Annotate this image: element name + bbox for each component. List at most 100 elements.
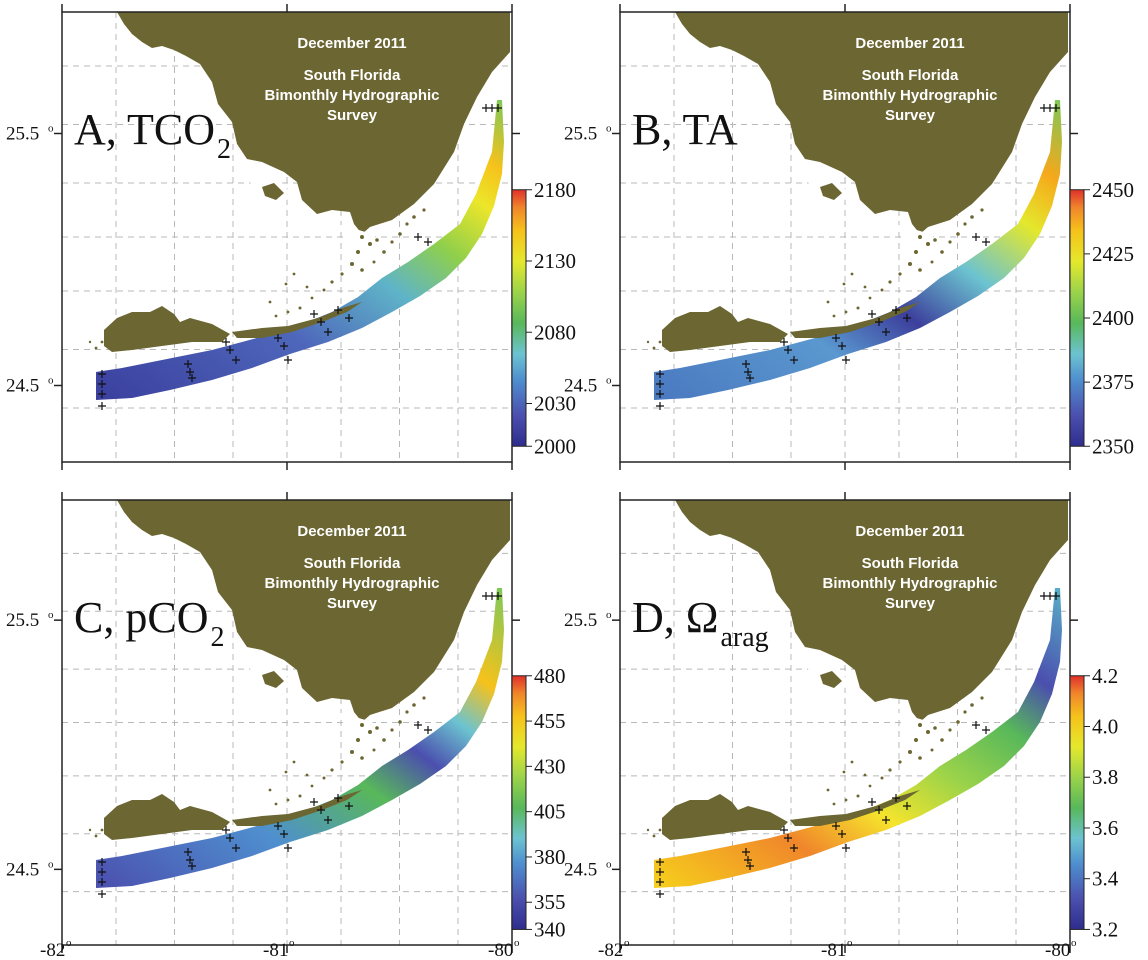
colorbar-d: 4.2 4.0 3.8 3.6 3.4 3.2 bbox=[1069, 664, 1119, 941]
colorbar-a: 2180 2130 2080 2030 2000 bbox=[511, 178, 576, 458]
y-tick-24-5: 24.5 bbox=[6, 376, 39, 397]
panel-label-c: C, pCO bbox=[74, 593, 208, 642]
colorbar-gradient bbox=[511, 189, 527, 447]
survey-line2: South Florida bbox=[304, 555, 401, 572]
colorbar-tick-label: 430 bbox=[534, 754, 566, 778]
colorbar-tick-label: 2400 bbox=[1092, 306, 1134, 330]
colorbar-tick-label: 405 bbox=[534, 800, 566, 824]
colorbar-tick-label: 2180 bbox=[534, 178, 576, 202]
x-axis-left: -82 -81 -80 bbox=[40, 940, 513, 960]
panel-label-subscript: 2 bbox=[217, 134, 231, 165]
x-tick-left-80: -80 bbox=[488, 940, 513, 960]
y-axis-labels: 25.5 o 24.5 o bbox=[6, 123, 54, 397]
x-degree-marks: o o o o o o bbox=[66, 937, 1077, 949]
panel-label-subscript: 2 bbox=[210, 622, 224, 653]
degree-mark: o bbox=[66, 937, 72, 949]
survey-caption: December 2011 South Florida Bimonthly Hydr… bbox=[822, 35, 997, 124]
colorbar-tick-label: 2375 bbox=[1092, 370, 1134, 394]
colorbar-tick-label: 455 bbox=[534, 709, 566, 733]
colorbar-gradient bbox=[1069, 189, 1085, 447]
degree-mark: o bbox=[48, 858, 54, 870]
degree-mark: o bbox=[606, 375, 612, 387]
x-tick-right-81: -81 bbox=[821, 940, 846, 960]
survey-line1: December 2011 bbox=[297, 523, 406, 540]
survey-line1: December 2011 bbox=[297, 35, 406, 52]
degree-mark: o bbox=[624, 937, 630, 949]
survey-line4: Survey bbox=[885, 595, 936, 612]
y-tick-25-5: 25.5 bbox=[6, 610, 39, 631]
colorbar-tick-label: 340 bbox=[534, 917, 566, 941]
survey-line4: Survey bbox=[327, 595, 378, 612]
y-axis-labels: 25.5 o 24.5 o bbox=[6, 609, 54, 880]
colorbar-b: 2450 2425 2400 2375 2350 bbox=[1069, 178, 1134, 458]
colorbar-tick-label: 4.2 bbox=[1092, 664, 1118, 688]
colorbar-tick-label: 2000 bbox=[534, 434, 576, 458]
panel-label-subscript: arag bbox=[720, 622, 768, 653]
y-tick-25-5: 25.5 bbox=[564, 610, 597, 631]
frame-ticks bbox=[54, 4, 520, 470]
survey-line4: Survey bbox=[327, 107, 378, 124]
colorbar-c: 480 455 430 405 380 355 340 bbox=[511, 664, 566, 941]
degree-mark: o bbox=[48, 375, 54, 387]
x-tick-left-81: -81 bbox=[263, 940, 288, 960]
survey-line1: December 2011 bbox=[855, 35, 964, 52]
x-tick-left-82: -82 bbox=[40, 940, 65, 960]
colorbar-tick-label: 3.2 bbox=[1092, 917, 1118, 941]
colorbar-tick-label: 4.0 bbox=[1092, 715, 1118, 739]
contour-field bbox=[96, 588, 504, 888]
panel-label-b: B, TA bbox=[632, 105, 738, 154]
colorbar-tick-label: 380 bbox=[534, 845, 566, 869]
panels-container: December 2011 South Florida Bimonthly Hydr… bbox=[6, 4, 1134, 953]
survey-caption: December 2011 South Florida Bimonthly Hydr… bbox=[264, 523, 439, 612]
colorbar-tick-label: 3.4 bbox=[1092, 867, 1119, 891]
florida-landmass bbox=[662, 500, 1068, 840]
survey-line2: South Florida bbox=[304, 67, 401, 84]
degree-mark: o bbox=[606, 858, 612, 870]
colorbar-gradient bbox=[1069, 675, 1085, 930]
colorbar-tick-label: 355 bbox=[534, 890, 566, 914]
colorbar-gradient bbox=[511, 675, 527, 930]
survey-line3: Bimonthly Hydrographic bbox=[264, 575, 439, 592]
survey-caption: December 2011 South Florida Bimonthly Hydr… bbox=[822, 523, 997, 612]
survey-line2: South Florida bbox=[862, 555, 959, 572]
survey-line3: Bimonthly Hydrographic bbox=[822, 87, 997, 104]
frame-ticks bbox=[612, 492, 1078, 953]
y-axis-labels: 25.5 o 24.5 o bbox=[564, 609, 612, 880]
colorbar-tick-label: 2030 bbox=[534, 392, 576, 416]
florida-landmass bbox=[104, 12, 510, 352]
contour-field bbox=[654, 100, 1062, 400]
map-panel-c: December 2011 South Florida Bimonthly Hydr… bbox=[6, 492, 566, 953]
x-tick-right-82: -82 bbox=[598, 940, 623, 960]
colorbar-tick-label: 2450 bbox=[1092, 178, 1134, 202]
colorbar-tick-label: 2130 bbox=[534, 249, 576, 273]
y-tick-25-5: 25.5 bbox=[6, 124, 39, 145]
degree-mark: o bbox=[48, 123, 54, 135]
colorbar-tick-label: 3.6 bbox=[1092, 816, 1118, 840]
colorbar-tick-label: 2425 bbox=[1092, 242, 1134, 266]
y-tick-24-5: 24.5 bbox=[564, 376, 597, 397]
degree-mark: o bbox=[847, 937, 853, 949]
map-panel-d: December 2011 South Florida Bimonthly Hydr… bbox=[564, 492, 1119, 953]
y-tick-25-5: 25.5 bbox=[564, 124, 597, 145]
map-panel-b: December 2011 South Florida Bimonthly Hydr… bbox=[564, 4, 1134, 470]
survey-line3: Bimonthly Hydrographic bbox=[264, 87, 439, 104]
x-tick-right-80: -80 bbox=[1045, 940, 1070, 960]
degree-mark: o bbox=[606, 609, 612, 621]
y-axis-labels: 25.5 o 24.5 o bbox=[564, 123, 612, 397]
survey-line3: Bimonthly Hydrographic bbox=[822, 575, 997, 592]
panel-label-d: D, Ω bbox=[632, 593, 718, 642]
map-panel-a: December 2011 South Florida Bimonthly Hydr… bbox=[6, 4, 576, 470]
degree-mark: o bbox=[289, 937, 295, 949]
degree-mark: o bbox=[606, 123, 612, 135]
degree-mark: o bbox=[514, 937, 520, 949]
colorbar-tick-label: 3.8 bbox=[1092, 765, 1118, 789]
survey-caption: December 2011 South Florida Bimonthly Hydr… bbox=[264, 35, 439, 124]
survey-line2: South Florida bbox=[862, 67, 959, 84]
survey-line4: Survey bbox=[885, 107, 936, 124]
colorbar-tick-label: 2350 bbox=[1092, 434, 1134, 458]
x-axis-right: -82 -81 -80 bbox=[598, 940, 1070, 960]
colorbar-tick-label: 2080 bbox=[534, 320, 576, 344]
contour-field bbox=[96, 100, 504, 400]
degree-mark: o bbox=[1071, 937, 1077, 949]
